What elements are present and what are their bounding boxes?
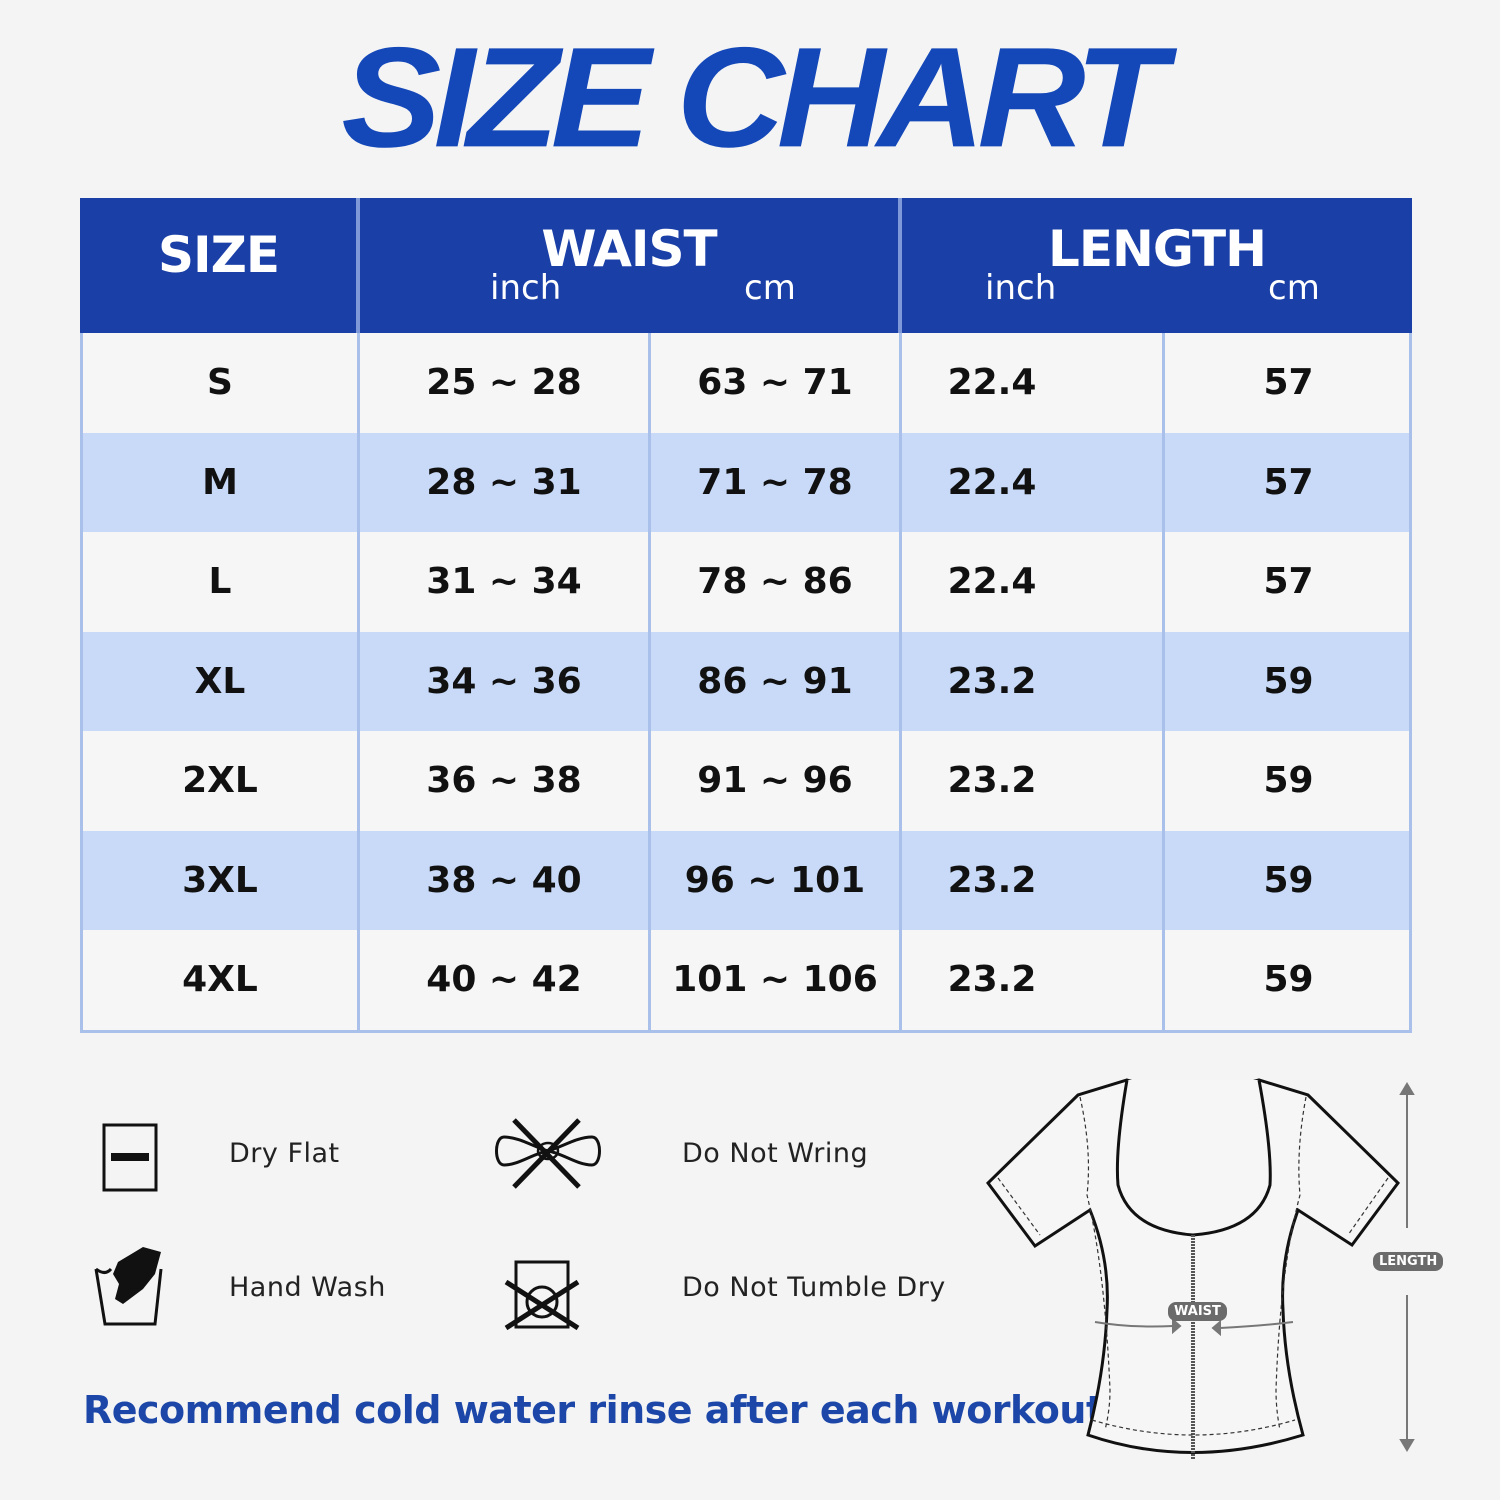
cell-waist-inch: 34 ~ 36 xyxy=(426,660,582,702)
do-not-wring-icon xyxy=(494,1117,602,1191)
do-not-tumble-dry-icon xyxy=(504,1260,582,1332)
garment-diagram xyxy=(986,1078,1415,1460)
care-label-do-not-tumble-dry: Do Not Tumble Dry xyxy=(682,1272,946,1303)
header-size-label: SIZE xyxy=(157,226,280,284)
cell-waist-inch: 38 ~ 40 xyxy=(426,859,582,901)
header-waist-label: WAIST xyxy=(541,220,717,278)
cell-waist-cm: 63 ~ 71 xyxy=(697,362,853,404)
dry-flat-icon xyxy=(102,1123,160,1193)
cell-waist-cm: 96 ~ 101 xyxy=(684,859,866,901)
cell-length-cm: 57 xyxy=(1263,461,1314,503)
table-row: M 28 ~ 31 71 ~ 78 22.4 57 xyxy=(83,432,1409,532)
cell-waist-cm: 101 ~ 106 xyxy=(672,959,878,1001)
cell-length-inch: 23.2 xyxy=(947,859,1037,901)
cell-size: 4XL xyxy=(182,959,258,1001)
cell-waist-cm: 86 ~ 91 xyxy=(697,660,853,702)
cell-length-cm: 59 xyxy=(1263,959,1314,1001)
page-title: SIZE CHART xyxy=(341,17,1166,177)
table-row: 3XL 38 ~ 40 96 ~ 101 23.2 59 xyxy=(83,830,1409,930)
table-header: SIZE WAIST inch cm LENGTH inch cm xyxy=(80,198,1412,333)
cell-length-inch: 22.4 xyxy=(947,362,1037,404)
cell-size: S xyxy=(207,362,233,404)
header-length: LENGTH inch cm xyxy=(902,198,1412,333)
header-waist: WAIST inch cm xyxy=(360,198,898,333)
cell-length-cm: 59 xyxy=(1263,760,1314,802)
cell-length-inch: 23.2 xyxy=(947,959,1037,1001)
size-table: SIZE WAIST inch cm LENGTH inch cm S 25 ~ … xyxy=(80,198,1412,1033)
cell-waist-inch: 28 ~ 31 xyxy=(426,461,582,503)
header-length-cm: cm xyxy=(1268,268,1320,308)
cell-length-inch: 22.4 xyxy=(947,561,1037,603)
waist-label: WAIST xyxy=(1168,1302,1227,1321)
cell-waist-cm: 71 ~ 78 xyxy=(697,461,853,503)
length-arrow xyxy=(1399,1082,1415,1452)
care-label-dry-flat: Dry Flat xyxy=(229,1138,340,1169)
header-size: SIZE xyxy=(80,198,357,333)
table-row: S 25 ~ 28 63 ~ 71 22.4 57 xyxy=(83,333,1409,433)
table-row: 2XL 36 ~ 38 91 ~ 96 23.2 59 xyxy=(83,731,1409,831)
waist-arrows xyxy=(1094,1317,1294,1337)
table-row: XL 34 ~ 36 86 ~ 91 23.2 59 xyxy=(83,631,1409,731)
cell-size: M xyxy=(202,461,238,503)
cell-waist-inch: 31 ~ 34 xyxy=(426,561,582,603)
care-note: Recommend cold water rinse after each wo… xyxy=(83,1388,1118,1432)
table-row: 4XL 40 ~ 42 101 ~ 106 23.2 59 xyxy=(83,930,1409,1030)
cell-waist-inch: 25 ~ 28 xyxy=(426,362,582,404)
cell-waist-inch: 40 ~ 42 xyxy=(426,959,582,1001)
cell-waist-cm: 91 ~ 96 xyxy=(697,760,853,802)
cell-size: L xyxy=(208,561,232,603)
care-label-hand-wash: Hand Wash xyxy=(229,1272,386,1303)
cell-size: 3XL xyxy=(182,859,258,901)
cell-length-cm: 59 xyxy=(1263,859,1314,901)
care-label-do-not-wring: Do Not Wring xyxy=(682,1138,869,1169)
table-row: L 31 ~ 34 78 ~ 86 22.4 57 xyxy=(83,532,1409,632)
length-label: LENGTH xyxy=(1373,1252,1444,1271)
cell-length-cm: 57 xyxy=(1263,362,1314,404)
header-length-label: LENGTH xyxy=(1048,220,1267,278)
cell-length-cm: 57 xyxy=(1263,561,1314,603)
cell-length-cm: 59 xyxy=(1263,660,1314,702)
cell-size: 2XL xyxy=(182,760,258,802)
cell-size: XL xyxy=(194,660,246,702)
cell-length-inch: 23.2 xyxy=(947,760,1037,802)
header-waist-inch: inch xyxy=(490,268,562,308)
hand-wash-icon xyxy=(93,1244,165,1326)
header-length-inch: inch xyxy=(985,268,1057,308)
cell-waist-inch: 36 ~ 38 xyxy=(426,760,582,802)
table-body: S 25 ~ 28 63 ~ 71 22.4 57 M 28 ~ 31 71 ~ 78 22.4… xyxy=(80,333,1412,1033)
cell-waist-cm: 78 ~ 86 xyxy=(697,561,853,603)
header-waist-cm: cm xyxy=(744,268,796,308)
cell-length-inch: 22.4 xyxy=(947,461,1037,503)
cell-length-inch: 23.2 xyxy=(947,660,1037,702)
